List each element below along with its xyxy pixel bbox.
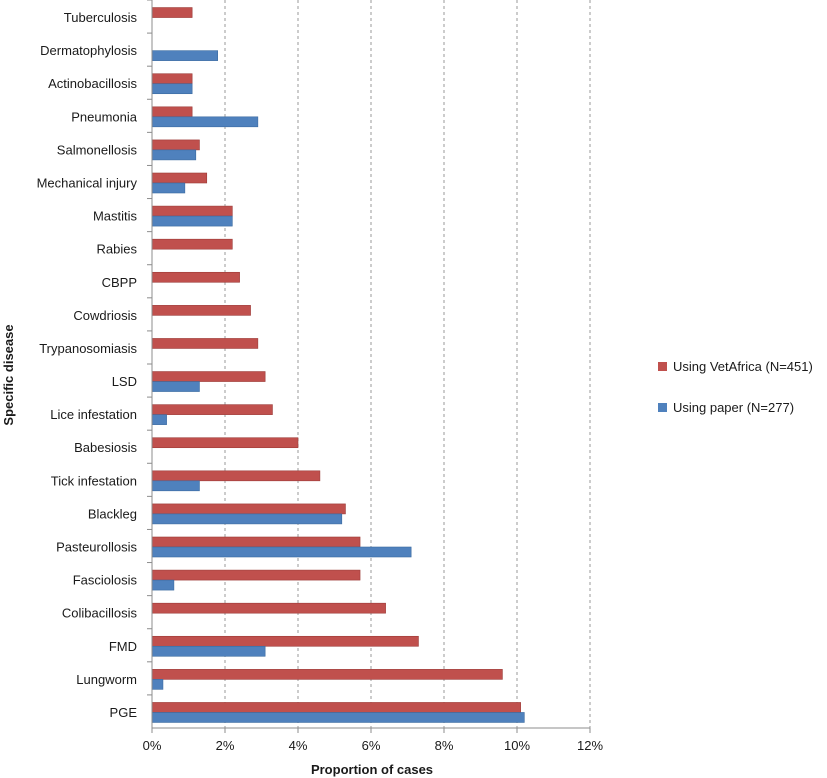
x-tick-label: 0% [143,738,162,753]
legend-swatch-paper [658,403,667,412]
bar-paper [151,381,200,392]
x-tick-label: 12% [577,738,603,753]
bar-vetafrica [151,338,259,349]
legend: Using VetAfrica (N=451) Using paper (N=2… [658,359,813,415]
bar-vetafrica [151,437,299,449]
category-label: Rabies [97,242,138,257]
category-label: Dermatophylosis [40,43,137,58]
bar-paper [151,645,266,657]
axes [147,0,590,729]
bar-paper [151,480,200,492]
bar-vetafrica [151,305,251,316]
x-tick-label: 4% [289,738,308,753]
legend-label-paper: Using paper (N=277) [673,400,794,415]
x-tick-label: 10% [504,738,530,753]
category-label: Mechanical injury [37,176,138,191]
bar-vetafrica [151,106,193,118]
category-label: Pasteurollosis [56,540,137,555]
x-tick-label: 8% [435,738,454,753]
category-label: Salmonellosis [57,142,138,157]
bar-paper [151,182,186,194]
category-label: FMD [109,639,137,654]
bar-vetafrica [151,536,361,548]
bar-paper [151,83,193,95]
category-label: Tick infestation [51,473,137,488]
category-label: Mastitis [93,209,138,224]
bar-vetafrica [151,73,193,85]
bar-paper [151,513,343,525]
bar-paper [151,215,233,227]
category-label: Fasciolosis [73,573,138,588]
bar-paper [151,679,164,690]
legend-swatch-vetafrica [658,362,667,371]
bar-vetafrica [151,371,266,382]
bar-vetafrica [151,238,233,250]
bar-vetafrica [151,669,503,680]
bar-vetafrica [151,503,346,515]
category-label: Lice infestation [50,407,137,422]
bar-vetafrica [151,602,386,614]
category-label: Trypanosomiasis [39,341,137,356]
bar-paper [151,712,525,723]
bar-paper [151,546,412,558]
category-label: Babesiosis [74,440,137,455]
bar-paper [151,579,175,591]
x-tick-labels: 0% 2% 4% 6% 8% 10% 12% [143,738,604,753]
bar-vetafrica [151,7,193,18]
category-label: Colibacillosis [62,606,138,621]
category-label: PGE [110,705,138,720]
x-tick-label: 2% [216,738,235,753]
category-label: Lungworm [76,672,137,687]
bar-vetafrica [151,569,361,581]
bar-vetafrica [151,702,521,713]
category-label: LSD [112,374,137,389]
bar-vetafrica [151,139,200,151]
legend-label-vetafrica: Using VetAfrica (N=451) [673,359,813,374]
x-tick-label: 6% [362,738,381,753]
bar-vetafrica [151,271,240,283]
category-label: Actinobacillosis [48,76,137,91]
bar-vetafrica [151,205,233,217]
category-label: Cowdriosis [73,308,137,323]
bar-paper [151,116,259,128]
category-label: Blackleg [88,506,137,521]
bar-paper [151,149,197,161]
bars [151,7,525,723]
bar-vetafrica [151,172,208,184]
bar-paper [151,50,218,61]
x-axis-title: Proportion of cases [311,762,433,777]
category-label: CBPP [102,275,137,290]
category-label: Tuberculosis [64,10,138,25]
bar-vetafrica [151,470,321,482]
y-axis-title: Specific disease [1,324,16,425]
gridlines [151,0,591,733]
category-labels: Tuberculosis Dermatophylosis Actinobacillo… [37,10,138,720]
category-label: Pneumonia [71,109,138,124]
bar-paper [151,414,167,425]
bar-vetafrica [151,404,273,415]
bar-vetafrica [151,635,419,647]
